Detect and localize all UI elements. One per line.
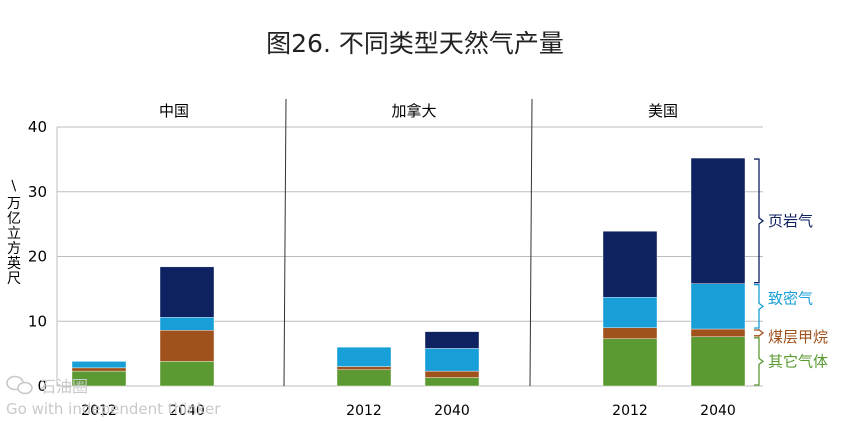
- bar-segment-2: [602, 297, 658, 328]
- bar-segment-2: [424, 348, 480, 372]
- wechat-icon: [6, 375, 33, 395]
- legend-brace-1: [754, 328, 765, 338]
- x-tick-label: 2040: [434, 403, 470, 419]
- x-tick-label: 2040: [169, 403, 205, 419]
- legend-label: 致密气: [768, 289, 813, 307]
- y-axis-label-char: 立: [7, 226, 21, 242]
- y-axis-label-prefix: /: [7, 178, 20, 194]
- x-tick-label: 2012: [612, 403, 648, 419]
- group-separator-2: [529, 98, 533, 387]
- y-tick-label: 40: [28, 118, 47, 136]
- y-tick-label: 30: [28, 183, 47, 201]
- group-separator-1: [283, 98, 287, 387]
- group-label: 加拿大: [391, 102, 436, 120]
- y-tick-label: 10: [28, 312, 47, 330]
- bar-segment-3: [690, 157, 746, 284]
- bar-segment-3: [424, 331, 480, 349]
- bar-segment-1: [602, 327, 658, 339]
- legend-label: 煤层甲烷: [768, 328, 828, 346]
- legend: 其它气体 煤层甲烷 致密气 页岩气: [754, 158, 828, 386]
- y-axis-label-char: 尺: [7, 271, 21, 287]
- legend-label: 页岩气: [768, 212, 813, 230]
- bar-segment-1: [424, 370, 480, 378]
- watermark-slogan: Go with independent thinker: [6, 400, 221, 418]
- y-axis-label-char: 亿: [7, 211, 21, 227]
- bar-segment-2: [71, 361, 127, 369]
- bar-segment-0: [602, 338, 658, 387]
- bar-segment-1: [336, 366, 392, 371]
- y-tick-label: 20: [28, 248, 47, 266]
- legend-brace-0: [754, 337, 765, 386]
- group-labels: 中国 加拿大 美国: [159, 102, 678, 120]
- watermark-brand: 石油圈: [40, 377, 88, 396]
- bar-segment-1: [690, 328, 746, 337]
- legend-label: 其它气体: [768, 352, 828, 370]
- watermark: 石油圈 Go with independent thinker: [6, 375, 221, 418]
- x-tick-label: 2012: [346, 403, 382, 419]
- bar-segment-0: [424, 377, 480, 387]
- bars: [71, 157, 746, 387]
- bar-segment-0: [159, 361, 215, 387]
- group-label: 中国: [159, 102, 189, 120]
- x-tick-label: 2012: [81, 403, 117, 419]
- x-tick-label: 2040: [700, 403, 736, 419]
- group-separators: [283, 98, 533, 387]
- bar-segment-3: [602, 231, 658, 298]
- y-axis-label-char: 方: [7, 241, 21, 257]
- bar-segment-2: [336, 346, 392, 367]
- y-axis-label-char: 英: [7, 255, 21, 272]
- bar-segment-2: [159, 317, 215, 331]
- chart-title: 图26. 不同类型天然气产量: [266, 29, 564, 58]
- legend-brace-2: [754, 284, 765, 329]
- legend-brace-3: [754, 158, 765, 284]
- bar-segment-3: [159, 266, 215, 318]
- bar-segment-1: [71, 367, 127, 372]
- y-axis-ticks: 0 10 20 30 40: [28, 118, 47, 395]
- bar-segment-2: [690, 283, 746, 330]
- bar-segment-0: [690, 336, 746, 387]
- y-axis-label-char: 万: [7, 196, 21, 212]
- bar-segment-1: [159, 330, 215, 362]
- bar-segment-0: [336, 369, 392, 387]
- y-tick-label: 0: [37, 377, 47, 395]
- group-label: 美国: [648, 102, 678, 120]
- x-axis-ticks: 2012 2040 2012 2040 2012 2040: [81, 403, 736, 419]
